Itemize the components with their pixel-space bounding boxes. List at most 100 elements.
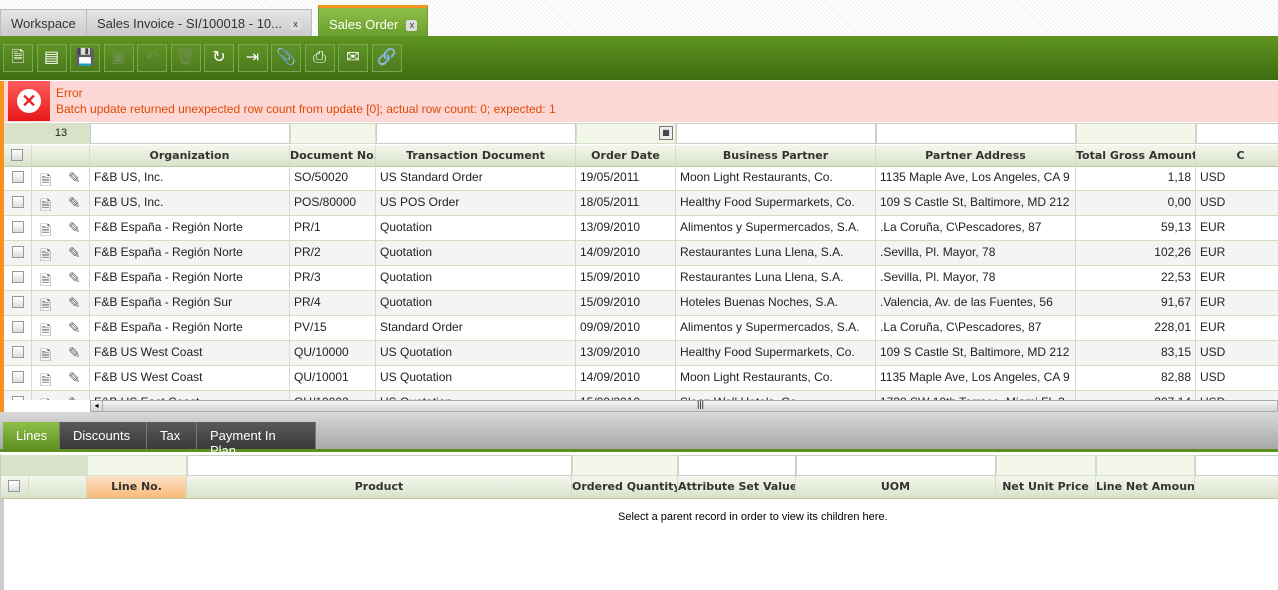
tab-sales-order[interactable]: Sales Order x	[318, 5, 429, 36]
row-checkbox[interactable]	[12, 271, 24, 283]
filter-cell[interactable]: ▦	[576, 123, 676, 144]
table-row[interactable]: 🗎 ✎ F&B US, Inc. POS/80000 US POS Order 18/05…	[4, 191, 1278, 216]
filter-cell[interactable]	[1, 455, 29, 476]
filter-cell[interactable]	[4, 123, 32, 144]
refresh-icon[interactable]: ↻	[204, 44, 234, 72]
table-row[interactable]: 🗎 ✎ F&B US West Coast QU/10001 US Quotation 1…	[4, 366, 1278, 391]
column-header[interactable]: Product	[187, 476, 572, 498]
filter-cell[interactable]	[1196, 123, 1278, 144]
form-view-icon[interactable]: 🗎	[40, 197, 52, 213]
select-all-checkbox[interactable]	[11, 149, 23, 161]
subtab-lines[interactable]: Lines	[3, 422, 60, 449]
row-checkbox[interactable]	[12, 321, 24, 333]
form-view-icon[interactable]: 🗎	[40, 172, 52, 188]
edit-icon[interactable]: ✎	[68, 245, 81, 262]
filter-cell[interactable]	[87, 455, 187, 476]
row-checkbox[interactable]	[12, 296, 24, 308]
row-checkbox[interactable]	[12, 196, 24, 208]
filter-cell[interactable]	[996, 455, 1096, 476]
column-header[interactable]: UOM	[796, 476, 996, 498]
form-view-icon[interactable]: 🗎	[40, 322, 52, 338]
row-checkbox[interactable]	[12, 221, 24, 233]
column-header[interactable]	[29, 476, 87, 498]
column-header[interactable]: Transaction Document	[376, 145, 576, 166]
select-all-checkbox[interactable]	[8, 480, 20, 492]
column-header[interactable]: Line No.	[87, 476, 187, 498]
link-icon[interactable]: 🔗	[371, 44, 402, 72]
filter-cell[interactable]	[376, 123, 576, 144]
form-view-icon[interactable]: 🗎	[40, 394, 51, 400]
table-row[interactable]: 🗎 ✎ F&B España - Región Norte PR/2 Quotation…	[4, 241, 1278, 266]
filter-cell[interactable]	[1195, 455, 1278, 476]
table-row[interactable]: 🗎 ✎ F&B España - Región Norte PR/1 Quotation…	[4, 216, 1278, 241]
edit-icon[interactable]: ✎	[68, 345, 81, 362]
undo-icon[interactable]: ↶	[137, 44, 167, 72]
edit-icon[interactable]: ✎	[68, 370, 81, 387]
form-view-icon[interactable]: 🗎	[40, 372, 52, 388]
print-icon[interactable]: ⎙	[304, 44, 335, 72]
close-icon[interactable]: x	[406, 20, 418, 31]
subtab-tax[interactable]: Tax	[147, 422, 197, 449]
scroll-left-icon[interactable]: ◂	[91, 401, 103, 411]
form-view-icon[interactable]: 🗎	[40, 247, 52, 263]
column-header[interactable]: Line Net Amount	[1096, 476, 1195, 498]
delete-icon[interactable]: 🗑	[170, 44, 201, 72]
column-header[interactable]: Total Gross Amount	[1076, 145, 1196, 166]
filter-cell[interactable]	[676, 123, 876, 144]
filter-cell[interactable]	[90, 123, 290, 144]
column-header[interactable]: Business Partner	[676, 145, 876, 166]
scroll-thumb[interactable]: |||	[697, 399, 705, 409]
column-header[interactable]: Partner Address	[876, 145, 1076, 166]
filter-cell[interactable]	[29, 455, 87, 476]
filter-cell[interactable]	[678, 455, 796, 476]
column-header[interactable]: Document No.	[290, 145, 376, 166]
column-header[interactable]: Order Date	[576, 145, 676, 166]
filter-cell[interactable]	[876, 123, 1076, 144]
calendar-icon[interactable]: ▦	[659, 126, 673, 140]
column-header[interactable]: C	[1196, 145, 1278, 166]
column-header[interactable]	[4, 145, 32, 166]
filter-cell[interactable]	[290, 123, 376, 144]
column-header[interactable]: Organization	[90, 145, 290, 166]
form-view-icon[interactable]: 🗎	[40, 347, 52, 363]
column-header[interactable]	[1, 476, 29, 498]
edit-icon[interactable]: ✎	[68, 195, 81, 212]
tab-workspace[interactable]: Workspace	[0, 9, 87, 36]
form-view-icon[interactable]: 🗎	[40, 297, 52, 313]
tab-sales-invoice[interactable]: Sales Invoice - SI/100018 - 10... x	[86, 9, 312, 36]
row-checkbox[interactable]	[12, 396, 24, 400]
form-view-icon[interactable]: 🗎	[40, 222, 52, 238]
column-header[interactable]: Attribute Set Value	[678, 476, 796, 498]
table-row[interactable]: 🗎 ✎ F&B US, Inc. SO/50020 US Standard Order 1…	[4, 166, 1278, 191]
filter-cell[interactable]	[1096, 455, 1195, 476]
row-checkbox[interactable]	[12, 371, 24, 383]
filter-cell[interactable]	[1076, 123, 1196, 144]
form-view-icon[interactable]: 🗎	[40, 272, 52, 288]
filter-cell[interactable]	[796, 455, 996, 476]
email-icon[interactable]: ✉	[338, 44, 368, 72]
attach-icon[interactable]: 📎	[271, 44, 301, 72]
new-document-icon[interactable]: 🗎	[3, 44, 33, 72]
edit-icon[interactable]: ✎	[68, 320, 81, 337]
edit-icon[interactable]: ✎	[68, 220, 81, 237]
export-icon[interactable]: ⇥	[237, 44, 268, 72]
filter-cell[interactable]	[187, 455, 572, 476]
edit-icon[interactable]: ✎	[68, 270, 81, 287]
edit-icon[interactable]: ✎	[68, 295, 81, 312]
row-checkbox[interactable]	[12, 346, 24, 358]
column-header[interactable]: Ordered Quantity	[572, 476, 678, 498]
subtab-payment-in-plan[interactable]: Payment In Plan	[197, 422, 316, 458]
save-close-icon[interactable]: ▣	[103, 44, 134, 72]
horizontal-scrollbar[interactable]: ◂ |||	[90, 399, 1278, 412]
table-row[interactable]: 🗎 ✎ F&B España - Región Sur PR/4 Quotation 15…	[4, 291, 1278, 316]
row-checkbox[interactable]	[12, 171, 24, 183]
column-header[interactable]	[1195, 476, 1278, 498]
table-row[interactable]: 🗎 ✎ F&B US West Coast QU/10000 US Quotation 1…	[4, 341, 1278, 366]
subtab-discounts[interactable]: Discounts	[60, 422, 147, 449]
new-row-icon[interactable]: ▤	[36, 44, 67, 72]
column-header[interactable]: Net Unit Price	[996, 476, 1096, 498]
edit-icon[interactable]: ✎	[68, 170, 81, 187]
close-icon[interactable]: x	[290, 19, 301, 30]
column-header[interactable]	[32, 145, 90, 166]
